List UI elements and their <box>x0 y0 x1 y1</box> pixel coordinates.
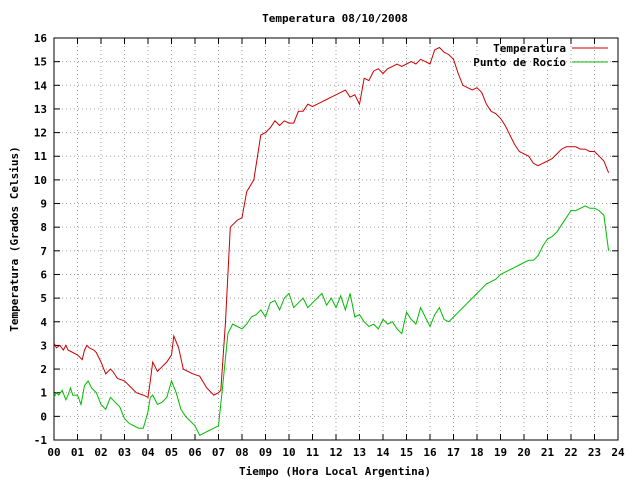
legend-label: Punto de Rocío <box>473 56 566 69</box>
y-axis-title: Temperatura (Grados Celsius) <box>8 146 21 331</box>
y-tick-label: 7 <box>40 245 47 258</box>
x-tick-label: 11 <box>306 446 320 459</box>
x-tick-label: 07 <box>212 446 225 459</box>
x-tick-label: 03 <box>118 446 131 459</box>
y-tick-label: 5 <box>40 292 47 305</box>
x-tick-label: 02 <box>94 446 107 459</box>
legend-label: Temperatura <box>493 42 566 55</box>
x-tick-label: 23 <box>588 446 601 459</box>
y-tick-label: 0 <box>40 410 47 423</box>
grid <box>54 38 618 440</box>
y-tick-label: -1 <box>34 434 48 447</box>
x-tick-label: 13 <box>353 446 366 459</box>
x-axis-title: Tiempo (Hora Local Argentina) <box>239 465 431 478</box>
y-tick-label: 10 <box>34 174 47 187</box>
x-tick-label: 05 <box>165 446 178 459</box>
x-tick-label: 16 <box>423 446 437 459</box>
y-tick-label: 6 <box>40 268 47 281</box>
y-tick-label: 15 <box>34 56 47 69</box>
x-tick-label: 12 <box>329 446 342 459</box>
x-tick-label: 22 <box>564 446 577 459</box>
x-tick-label: 08 <box>235 446 248 459</box>
x-tick-label: 00 <box>47 446 60 459</box>
axis-ticks <box>53 37 619 441</box>
y-tick-label: 11 <box>34 150 48 163</box>
x-tick-label: 17 <box>447 446 460 459</box>
x-tick-label: 20 <box>517 446 530 459</box>
x-tick-label: 24 <box>611 446 625 459</box>
x-tick-label: 04 <box>141 446 155 459</box>
y-tick-label: 14 <box>34 79 48 92</box>
x-tick-label: 21 <box>541 446 555 459</box>
y-tick-label: 13 <box>34 103 47 116</box>
y-tick-label: 9 <box>40 198 47 211</box>
x-tick-label: 15 <box>400 446 413 459</box>
y-tick-label: 3 <box>40 339 47 352</box>
series-line-temperatura <box>53 46 610 399</box>
chart-title: Temperatura 08/10/2008 <box>262 12 408 25</box>
x-axis-tick-labels: 00 01 02 03 04 05 06 07 08 09 10 11 12 13 14 15 16 17 18 19… <box>47 446 625 459</box>
x-tick-label: 06 <box>188 446 202 459</box>
y-tick-label: 8 <box>40 221 47 234</box>
x-tick-label: 18 <box>470 446 483 459</box>
y-tick-label: 1 <box>40 387 47 400</box>
y-tick-label: 16 <box>34 32 48 45</box>
series-lines <box>53 46 610 436</box>
y-tick-label: 2 <box>40 363 47 376</box>
y-tick-label: 12 <box>34 127 47 140</box>
y-tick-label: 4 <box>40 316 47 329</box>
x-tick-label: 10 <box>282 446 295 459</box>
x-tick-label: 09 <box>259 446 272 459</box>
x-tick-label: 19 <box>494 446 507 459</box>
x-tick-label: 01 <box>71 446 85 459</box>
series-line-punto-de-rocio <box>53 205 610 436</box>
x-tick-label: 14 <box>376 446 390 459</box>
